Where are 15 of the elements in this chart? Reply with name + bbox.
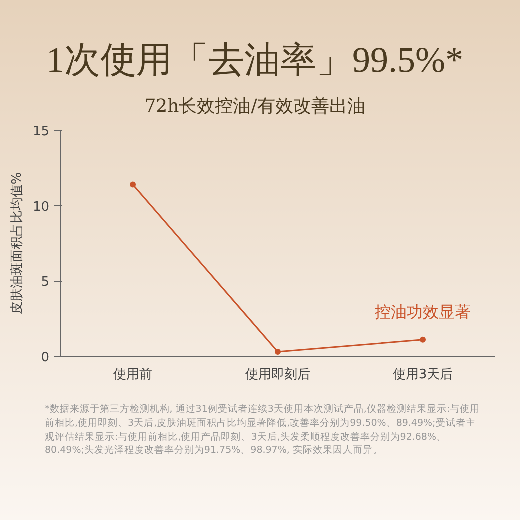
point (275, 349, 281, 356)
y-tick-label: 15 (32, 124, 50, 140)
y-tick-label: 0 (41, 350, 50, 366)
point (130, 182, 136, 188)
x-tick-label: 使用即刻后 (246, 368, 310, 383)
chart-title: 1次使用「去油率」99.5%* (46, 39, 464, 82)
chart-subtitle: 72h长效控油/有效改善出油 (144, 95, 366, 120)
y-axis-title: 皮肤油斑面积占比均值% (10, 172, 25, 315)
y-tick-label: 10 (32, 200, 50, 215)
y-tick-label: 5 (41, 275, 50, 290)
x-tick-label: 使用前 (114, 368, 152, 383)
x-tick-label: 使用3天后 (392, 368, 454, 383)
point (420, 337, 426, 344)
annotation: 控油功效显著 (375, 302, 471, 322)
text: *数据来源于第三方检测机构, 通过31例受试者连续3天使用本次测试产品,仪器检测结果显示:与使用前相比,使用即刻、3天后,皮肤油斑面积占比均显著降低,改善率分别为99.50%、89.49%;受试者主观评估结果显示:与使用前相比,使用产品即刻、3天后,头发柔顺程度改善率分别为92.68%、80.49%;头发光泽程度改善率分别为91.75%、98.97%, 实际效果因人而异。 (45, 403, 482, 458)
